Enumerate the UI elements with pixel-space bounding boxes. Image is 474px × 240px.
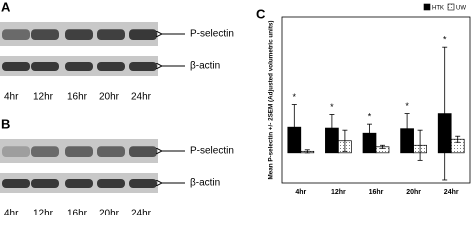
blot-band — [31, 29, 59, 40]
blot-band — [2, 146, 30, 157]
error-bar — [380, 144, 385, 149]
panel-label: A — [1, 0, 11, 14]
lane-label: 12hr — [33, 209, 54, 215]
blot-band — [2, 29, 30, 40]
error-bar — [304, 149, 310, 154]
x-tick-label: 12hr — [331, 189, 346, 196]
row-label: β-actin — [190, 61, 220, 72]
error-bar — [417, 129, 423, 161]
blot-band — [97, 29, 125, 40]
lane-label: 16hr — [67, 209, 88, 215]
lane-label: 12hr — [33, 92, 54, 103]
blot-band — [65, 29, 93, 40]
lane-label: 4hr — [4, 209, 19, 215]
x-tick-label: 4hr — [295, 189, 306, 196]
row-label: β-actin — [190, 178, 220, 189]
y-axis-title: Mean P-selectin +/- 2SEM (Adjusted volum… — [268, 20, 275, 179]
error-bar — [367, 123, 372, 143]
error-bar — [291, 104, 297, 151]
legend-swatch — [423, 3, 431, 11]
blot-band — [31, 62, 59, 71]
blot-band — [31, 146, 59, 157]
row-label: P-selectin — [190, 29, 234, 40]
row-label: P-selectin — [190, 146, 234, 157]
lane-label: 4hr — [4, 92, 19, 103]
x-tick-label: 24hr — [444, 189, 459, 196]
significance: * — [330, 102, 334, 112]
blot-band — [97, 146, 125, 157]
lane-label: 20hr — [99, 92, 120, 103]
error-bar — [442, 46, 448, 181]
significance: * — [405, 101, 409, 111]
lane-label: 16hr — [67, 92, 88, 103]
blot-band — [97, 62, 125, 71]
x-tick-label: 20hr — [406, 189, 421, 196]
blot-band — [97, 179, 125, 188]
significance: * — [443, 35, 447, 45]
panel-label: B — [1, 116, 10, 131]
panel-label: C — [256, 6, 266, 21]
legend-label: UW — [456, 6, 466, 12]
plot-frame — [281, 16, 471, 184]
lane-label: 20hr — [99, 209, 120, 215]
lane-label: 24hr — [131, 92, 152, 103]
blot-band — [129, 62, 157, 71]
significance: * — [293, 92, 297, 102]
figure: A P-selectin β-actin 4hr 12hr 16hr 20hr 24hr B P-… — [0, 0, 471, 215]
error-bar — [329, 114, 335, 143]
significance: * — [368, 112, 372, 122]
blot-band — [65, 146, 93, 157]
error-bar — [404, 113, 410, 145]
legend-swatch — [447, 3, 455, 11]
blot-band — [129, 29, 157, 40]
blot-band — [2, 62, 30, 71]
blot-band — [2, 179, 30, 188]
blot-band — [129, 146, 157, 157]
lane-label: 24hr — [131, 209, 152, 215]
blot-band — [65, 62, 93, 71]
legend-label: HTK — [432, 6, 444, 12]
error-bar — [455, 135, 461, 143]
blot-band — [31, 179, 59, 188]
blot-band — [129, 179, 157, 188]
blot-band — [65, 179, 93, 188]
x-tick-label: 16hr — [369, 189, 384, 196]
error-bar — [342, 129, 348, 152]
